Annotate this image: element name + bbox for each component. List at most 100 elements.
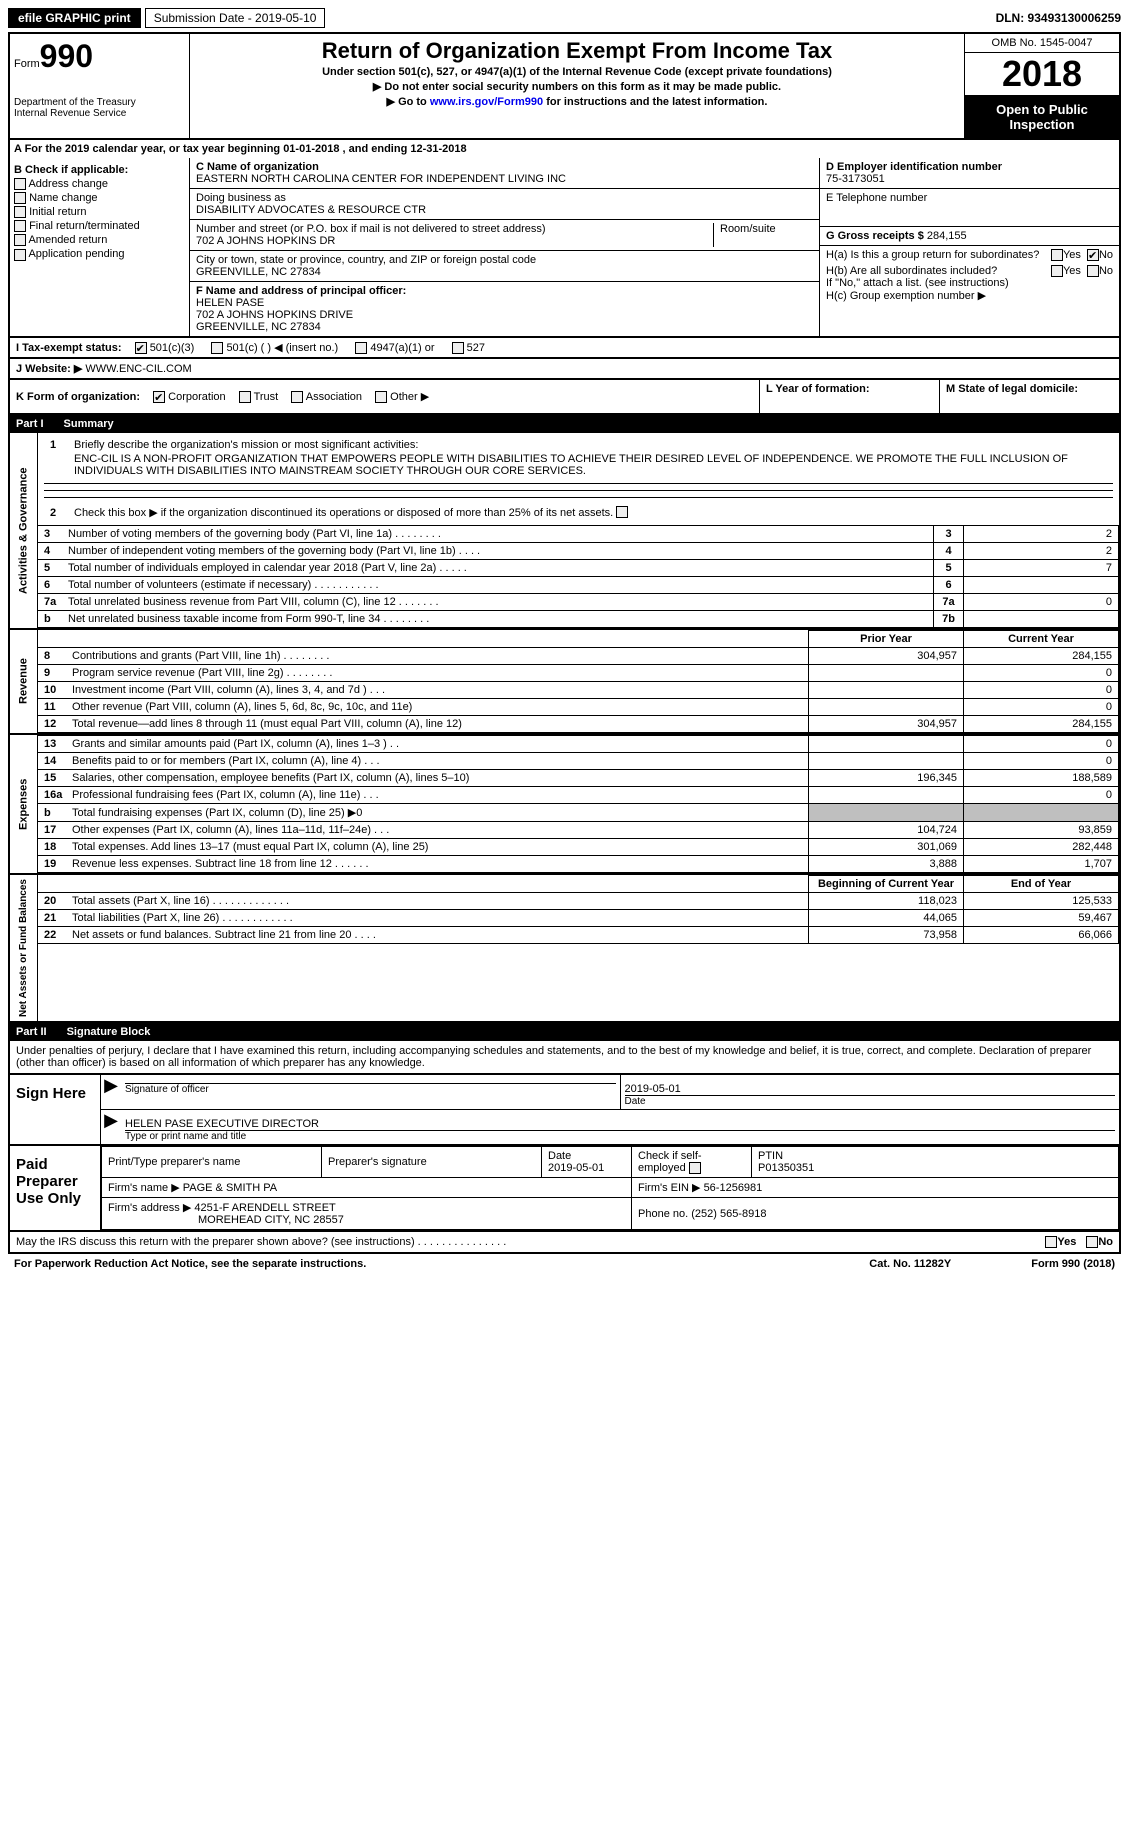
mission-text: ENC-CIL IS A NON-PROFIT ORGANIZATION THA… [44,453,1113,477]
cb-self[interactable] [689,1162,701,1174]
row-kl: K Form of organization: Corporation Trus… [8,380,1121,415]
form-label: Form [14,58,40,70]
dba-value: DISABILITY ADVOCATES & RESOURCE CTR [196,204,813,216]
dept-treasury: Department of the Treasury [14,97,185,108]
cb-527[interactable] [452,342,464,354]
netassets-side: Net Assets or Fund Balances [10,875,38,1021]
form-header: Form990 Department of the Treasury Inter… [8,32,1121,140]
checkbox-final[interactable] [14,220,26,232]
ha-label: H(a) Is this a group return for subordin… [826,249,1051,261]
declaration: Under penalties of perjury, I declare th… [8,1041,1121,1075]
checkbox-address[interactable] [14,178,26,190]
governance-side: Activities & Governance [10,433,38,628]
sign-here-label: Sign Here [10,1075,100,1144]
revenue-section: Revenue Prior YearCurrent Year8Contribut… [8,630,1121,735]
efile-button[interactable]: efile GRAPHIC print [8,8,141,28]
note-link: ▶ Go to www.irs.gov/Form990 for instruct… [198,95,956,108]
arrow-icon: ▶ [101,1075,121,1109]
form-footer: Form 990 (2018) [1031,1258,1115,1270]
cb-4947[interactable] [355,342,367,354]
discuss-text: May the IRS discuss this return with the… [16,1236,1045,1248]
q1: Briefly describe the organization's miss… [74,439,1107,451]
arrow-icon: ▶ [101,1110,121,1144]
cb-trust[interactable] [239,391,251,403]
revenue-table: Prior YearCurrent Year8Contributions and… [38,630,1119,733]
sign-here-row: Sign Here ▶ Signature of officer 2019-05… [8,1075,1121,1146]
form-title: Return of Organization Exempt From Incom… [198,38,956,64]
hc-label: H(c) Group exemption number ▶ [826,289,1113,302]
q2: Check this box ▶ if the organization dis… [74,506,1107,519]
omb-number: OMB No. 1545-0047 [965,34,1119,53]
ha-no[interactable] [1087,249,1099,261]
cb-discuss-no[interactable] [1086,1236,1098,1248]
row-i: I Tax-exempt status: 501(c)(3) 501(c) ( … [8,338,1121,359]
checkbox-amended[interactable] [14,234,26,246]
org-name-label: C Name of organization [196,161,813,173]
expenses-side: Expenses [10,735,38,873]
submission-date: Submission Date - 2019-05-10 [145,8,326,28]
governance-section: Activities & Governance 1Briefly describ… [8,433,1121,630]
state-domicile: M State of legal domicile: [939,380,1119,413]
ein-label: D Employer identification number [826,161,1113,173]
addr-label: Number and street (or P.O. box if mail i… [196,223,713,235]
paid-preparer-row: Paid Preparer Use Only Print/Type prepar… [8,1146,1121,1232]
ha-yes[interactable] [1051,249,1063,261]
checkbox-initial[interactable] [14,206,26,218]
city-label: City or town, state or province, country… [196,254,813,266]
revenue-side: Revenue [10,630,38,733]
officer-name-title: HELEN PASE EXECUTIVE DIRECTOR [125,1118,1115,1130]
netassets-section: Net Assets or Fund Balances Beginning of… [8,875,1121,1023]
year-formation: L Year of formation: [759,380,939,413]
checkbox-namechange[interactable] [14,192,26,204]
cb-501c3[interactable] [135,342,147,354]
room-label: Room/suite [713,223,813,247]
irs-link[interactable]: www.irs.gov/Form990 [430,96,543,108]
cb-discontinued[interactable] [616,506,628,518]
note-ssn: ▶ Do not enter social security numbers o… [198,80,956,93]
governance-table: 3Number of voting members of the governi… [38,525,1119,628]
sig-date-label: Date [625,1095,1116,1107]
expenses-table: 13Grants and similar amounts paid (Part … [38,735,1119,873]
form-number: 990 [40,38,93,74]
gross-value: 284,155 [927,230,967,242]
form-org-label: K Form of organization: [16,391,140,403]
officer-name: HELEN PASE [196,297,813,309]
phone-label: E Telephone number [826,192,1113,204]
paperwork: For Paperwork Reduction Act Notice, see … [14,1258,869,1270]
bottom-line: For Paperwork Reduction Act Notice, see … [8,1254,1121,1274]
sig-date-val: 2019-05-01 [625,1083,1116,1095]
sig-officer-label: Signature of officer [125,1083,616,1095]
type-name-label: Type or print name and title [125,1130,1115,1142]
irs: Internal Revenue Service [14,108,185,119]
part1-header: Part ISummary [8,415,1121,433]
inspection-label: Open to Public Inspection [965,96,1119,138]
dln: DLN: 93493130006259 [996,11,1121,25]
section-a: A For the 2019 calendar year, or tax yea… [8,140,1121,158]
cb-501c[interactable] [211,342,223,354]
officer-city: GREENVILLE, NC 27834 [196,321,813,333]
cb-discuss-yes[interactable] [1045,1236,1057,1248]
row-j: J Website: ▶ WWW.ENC-CIL.COM [8,359,1121,380]
cb-assoc[interactable] [291,391,303,403]
top-bar: efile GRAPHIC print Submission Date - 20… [8,8,1121,28]
paid-label: Paid Preparer Use Only [10,1146,100,1230]
officer-label: F Name and address of principal officer: [196,285,813,297]
dba-label: Doing business as [196,192,813,204]
gross-label: G Gross receipts $ [826,230,924,242]
city-value: GREENVILLE, NC 27834 [196,266,813,278]
subtitle: Under section 501(c), 527, or 4947(a)(1)… [198,66,956,78]
col-b-header: B Check if applicable: [14,164,185,176]
hb-yes[interactable] [1051,265,1063,277]
website-value: WWW.ENC-CIL.COM [85,363,191,375]
addr-value: 702 A JOHNS HOPKINS DR [196,235,713,247]
prep-name-label: Print/Type preparer's name [102,1147,322,1178]
cb-other[interactable] [375,391,387,403]
website-label: J Website: ▶ [16,363,82,375]
cat-no: Cat. No. 11282Y [869,1258,951,1270]
col-b: B Check if applicable: Address change Na… [10,158,190,336]
hb-no[interactable] [1087,265,1099,277]
checkbox-pending[interactable] [14,249,26,261]
prep-sig-label: Preparer's signature [322,1147,542,1178]
cb-corp[interactable] [153,391,165,403]
ein-value: 75-3173051 [826,173,1113,185]
